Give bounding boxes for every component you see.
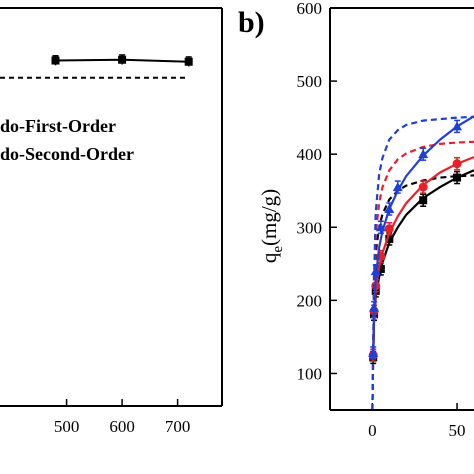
left-data-point [184, 57, 193, 66]
right-y-tick-label: 200 [297, 291, 323, 310]
right-y-tick-label: 500 [297, 72, 323, 91]
data-point-triangle [392, 182, 403, 192]
right-y-ticks: 100 200 300 400 500 600 [297, 0, 337, 383]
fit-solid-series-2 [372, 115, 474, 355]
left-data-point [118, 55, 127, 64]
left-x-tick-label: 600 [109, 417, 135, 436]
panel-label-b: b) [238, 6, 265, 39]
left-panel: 500 600 700 do-First-Order do-Second-Order [0, 7, 223, 436]
data-point-circle [452, 159, 462, 169]
legend-first-order-label: do-First-Order [0, 116, 116, 136]
left-legend: do-First-Order do-Second-Order [0, 116, 134, 164]
right-y-tick-label: 600 [297, 0, 323, 18]
y-axis-label: qe(mg/g) [257, 189, 286, 263]
left-x-ticks: 500 600 700 [54, 399, 191, 436]
left-series [0, 54, 193, 79]
right-y-tick-label: 400 [297, 145, 323, 164]
data-point-triangle [370, 266, 381, 276]
y-axis-label-units: (mg/g) [257, 189, 281, 246]
right-panel-b: b) qe(mg/g) 100 200 300 400 500 600 0 50 [238, 0, 474, 440]
data-point-triangle [375, 222, 386, 232]
data-point-triangle [368, 347, 379, 357]
right-x-tick-label: 0 [368, 421, 377, 440]
right-x-tick-label: 50 [449, 421, 466, 440]
right-y-tick-label: 300 [297, 218, 323, 237]
data-point-triangle [452, 121, 463, 131]
data-point-square [453, 173, 462, 182]
data-point-circle [384, 224, 394, 234]
data-point-square [419, 196, 428, 205]
data-point-triangle [384, 204, 395, 213]
left-data-point [51, 56, 60, 65]
data-point-triangle [369, 302, 380, 312]
right-y-tick-label: 100 [297, 364, 323, 383]
fit-dashed-series-1 [371, 140, 474, 409]
data-point-triangle [418, 149, 429, 159]
right-series [368, 115, 474, 409]
y-axis-label-subscript: e [270, 246, 286, 253]
data-point-square [376, 264, 385, 273]
legend-second-order-label: do-Second-Order [0, 144, 134, 164]
data-point-circle [418, 182, 428, 192]
fit-dashed-series-2 [371, 115, 474, 409]
data-point-square [385, 234, 394, 243]
y-axis-label-main: q [257, 252, 281, 263]
left-x-tick-label: 500 [54, 417, 80, 436]
fit-dashed-series-0 [371, 174, 474, 409]
left-x-tick-label: 700 [165, 417, 191, 436]
right-plot-area [368, 115, 474, 409]
